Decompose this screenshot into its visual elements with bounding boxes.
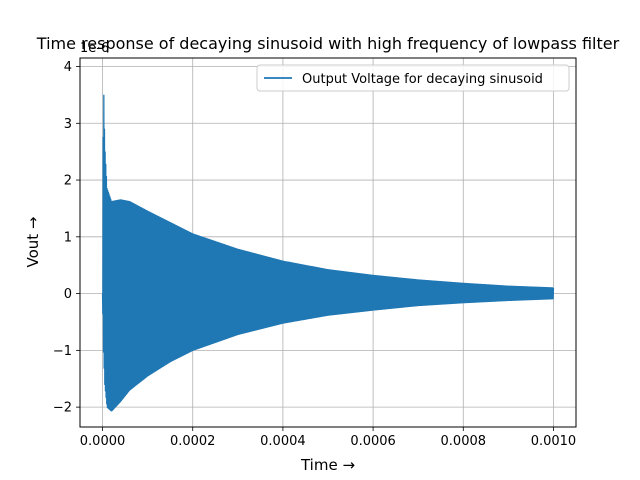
y-tick-label: 2 [64, 174, 72, 189]
series-line-output-voltage [101, 94, 555, 412]
x-tick-label: 0.0006 [350, 434, 396, 449]
legend: Output Voltage for decaying sinusoid [256, 64, 570, 92]
legend-label: Output Voltage for decaying sinusoid [302, 72, 543, 87]
y-tick-label: −1 [53, 344, 72, 359]
y-tick-label: 0 [64, 287, 72, 302]
x-tick-label: 0.0010 [531, 434, 577, 449]
chart-title: Time response of decaying sinusoid with … [36, 34, 620, 53]
y-tick-label: 1 [64, 230, 72, 245]
series-layer [101, 94, 555, 412]
legend-box [256, 64, 570, 92]
y-tick-label: 4 [64, 60, 72, 75]
y-tick-label: −2 [53, 401, 72, 416]
y-ticks: −2 −1 0 1 2 3 4 [53, 60, 80, 416]
x-tick-label: 0.0000 [80, 434, 126, 449]
y-offset-text: 1e-6 [80, 41, 109, 56]
x-tick-label: 0.0004 [260, 434, 306, 449]
y-axis-label: Vout → [24, 217, 42, 268]
x-tick-label: 0.0002 [170, 434, 216, 449]
x-tick-label: 0.0008 [441, 434, 487, 449]
x-axis-label: Time → [300, 456, 355, 474]
axes-frame [79, 57, 577, 428]
x-ticks: 0.0000 0.0002 0.0004 0.0006 0.0008 0.0010 [80, 427, 576, 449]
y-tick-label: 3 [64, 117, 72, 132]
